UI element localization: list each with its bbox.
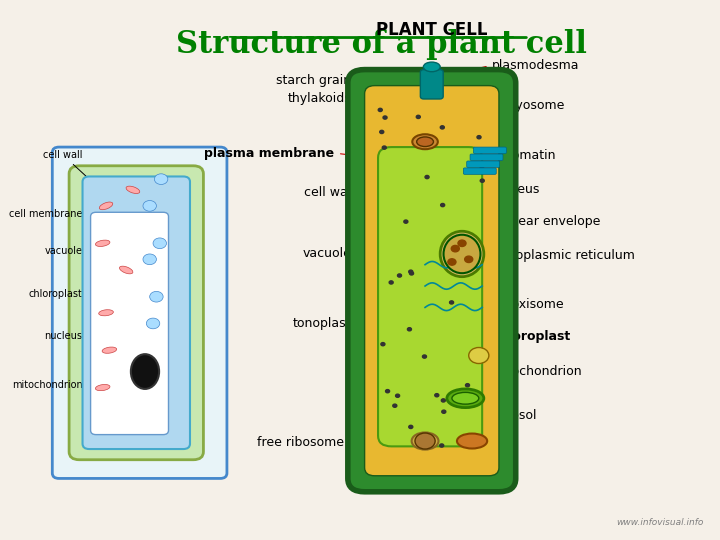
Circle shape: [154, 174, 168, 185]
Ellipse shape: [447, 389, 484, 408]
Circle shape: [423, 355, 426, 358]
Circle shape: [383, 116, 387, 119]
Circle shape: [416, 115, 420, 118]
Circle shape: [393, 404, 397, 407]
Ellipse shape: [457, 434, 487, 449]
Text: thylakoids: thylakoids: [287, 92, 351, 105]
Text: nucleus: nucleus: [45, 332, 143, 350]
Ellipse shape: [119, 267, 133, 273]
Circle shape: [480, 179, 485, 183]
Circle shape: [395, 394, 400, 397]
Text: starch grain: starch grain: [276, 74, 351, 87]
Circle shape: [397, 274, 402, 277]
Ellipse shape: [440, 231, 484, 276]
Text: Structure of a plant cell: Structure of a plant cell: [176, 30, 587, 60]
Text: nuclear envelope: nuclear envelope: [492, 215, 600, 228]
Circle shape: [440, 444, 444, 447]
Circle shape: [143, 200, 156, 211]
Text: chromatin: chromatin: [492, 148, 556, 161]
Ellipse shape: [417, 137, 433, 146]
Text: mitochondrion: mitochondrion: [12, 380, 110, 389]
Ellipse shape: [412, 433, 438, 450]
Circle shape: [150, 292, 163, 302]
Circle shape: [153, 238, 166, 248]
Circle shape: [451, 245, 459, 252]
Text: peroxisome: peroxisome: [492, 298, 565, 311]
Text: vacuole: vacuole: [45, 246, 110, 259]
Text: chloroplast: chloroplast: [492, 330, 570, 343]
Text: plasmodesma: plasmodesma: [492, 59, 580, 72]
Circle shape: [378, 109, 382, 112]
Circle shape: [435, 394, 438, 397]
Circle shape: [441, 204, 445, 207]
Text: dictyosome: dictyosome: [492, 99, 564, 112]
FancyBboxPatch shape: [69, 166, 204, 460]
Text: endoplasmic reticulum: endoplasmic reticulum: [492, 248, 635, 261]
Ellipse shape: [452, 393, 479, 404]
Circle shape: [146, 318, 160, 329]
FancyBboxPatch shape: [53, 147, 227, 478]
Ellipse shape: [102, 347, 116, 354]
Circle shape: [410, 272, 413, 275]
Circle shape: [409, 270, 413, 273]
Circle shape: [480, 167, 484, 170]
Circle shape: [381, 342, 385, 346]
Ellipse shape: [99, 309, 113, 316]
FancyBboxPatch shape: [420, 70, 444, 99]
Ellipse shape: [96, 240, 109, 247]
FancyBboxPatch shape: [474, 147, 506, 153]
Text: chloroplast: chloroplast: [29, 289, 133, 299]
Ellipse shape: [99, 203, 113, 209]
FancyBboxPatch shape: [464, 168, 496, 174]
FancyBboxPatch shape: [364, 86, 499, 476]
Circle shape: [382, 146, 387, 149]
Circle shape: [469, 348, 489, 363]
Text: mitochondrion: mitochondrion: [492, 365, 583, 378]
FancyBboxPatch shape: [91, 212, 168, 435]
Circle shape: [389, 281, 393, 284]
Text: vacuole: vacuole: [302, 247, 351, 260]
Circle shape: [458, 240, 466, 246]
FancyBboxPatch shape: [470, 154, 503, 160]
Text: PLANT CELL: PLANT CELL: [376, 22, 487, 39]
Ellipse shape: [413, 134, 438, 149]
Circle shape: [441, 126, 444, 129]
Text: tonoplast: tonoplast: [293, 317, 351, 330]
Ellipse shape: [125, 187, 140, 193]
Text: cytosol: cytosol: [492, 409, 536, 422]
Circle shape: [477, 136, 481, 139]
Ellipse shape: [96, 384, 109, 392]
Text: cell wal: cell wal: [304, 186, 351, 199]
Text: plasma membrane: plasma membrane: [204, 147, 334, 160]
Circle shape: [442, 410, 446, 413]
Ellipse shape: [423, 62, 440, 72]
Text: cell wall: cell wall: [43, 150, 87, 177]
Circle shape: [449, 301, 454, 304]
Text: www.infovisual.info: www.infovisual.info: [616, 517, 703, 526]
Circle shape: [464, 256, 473, 262]
Circle shape: [409, 426, 413, 429]
Circle shape: [385, 389, 390, 393]
Circle shape: [441, 399, 446, 402]
FancyBboxPatch shape: [378, 147, 482, 447]
Circle shape: [379, 130, 384, 133]
Text: free ribosome: free ribosome: [258, 436, 344, 449]
Ellipse shape: [131, 354, 159, 389]
Circle shape: [143, 254, 156, 265]
Circle shape: [425, 176, 429, 179]
Circle shape: [408, 328, 411, 331]
Circle shape: [404, 220, 408, 223]
Circle shape: [455, 243, 459, 246]
Ellipse shape: [444, 235, 480, 273]
FancyBboxPatch shape: [467, 161, 500, 167]
Circle shape: [466, 383, 469, 387]
Circle shape: [448, 259, 456, 265]
FancyBboxPatch shape: [83, 177, 190, 449]
Circle shape: [415, 433, 435, 449]
FancyBboxPatch shape: [348, 70, 516, 492]
Text: nucleus: nucleus: [492, 184, 541, 197]
Text: cell membrane: cell membrane: [9, 208, 90, 219]
